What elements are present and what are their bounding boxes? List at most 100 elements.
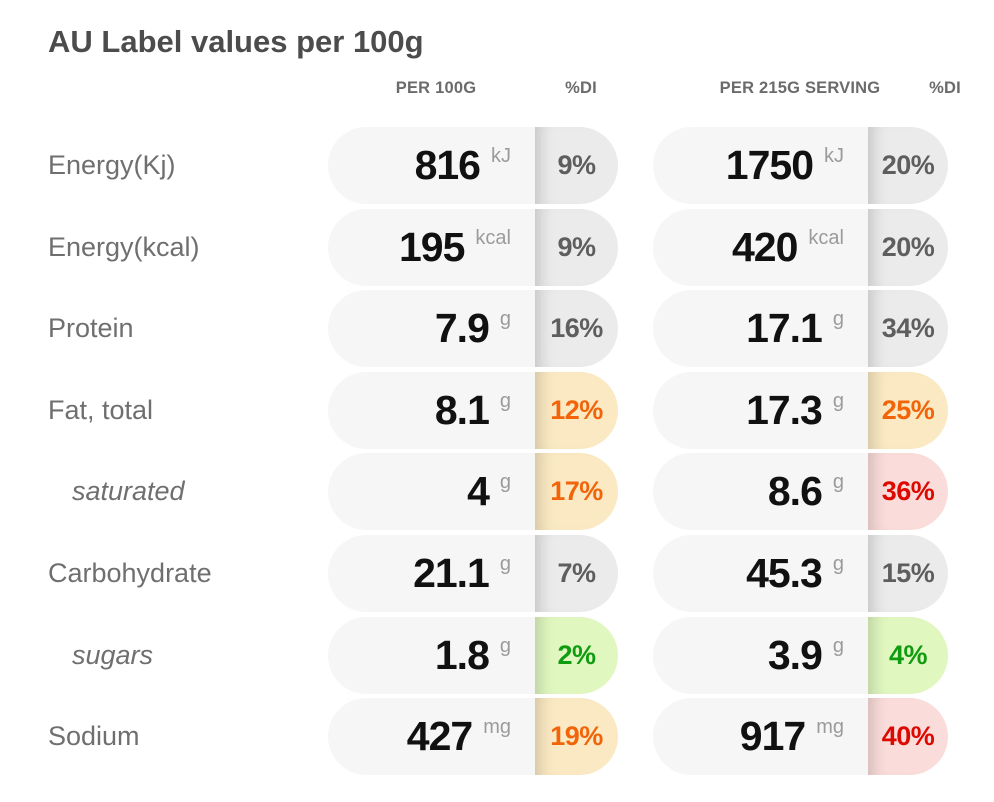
nutrient-value-cell: 917 mg: [653, 698, 868, 776]
nutrient-value-cell: 4 g: [328, 453, 535, 531]
nutrient-value: 21.1: [413, 549, 490, 596]
di-percent-cell: 17%: [535, 453, 618, 531]
di-percent: 2%: [557, 639, 596, 670]
nutrient-value: 17.3: [746, 386, 823, 433]
di-percent-cell: 25%: [868, 371, 948, 449]
nutrient-label: sugars: [72, 639, 154, 670]
nutrient-unit: g: [499, 389, 511, 412]
di-percent: 36%: [881, 476, 935, 507]
nutrient-value-cell: 21.1 g: [328, 534, 535, 612]
nutrient-unit: g: [832, 471, 844, 494]
di-percent: 7%: [557, 557, 596, 588]
di-percent: 17%: [550, 476, 603, 507]
nutrient-value: 427: [406, 713, 473, 760]
di-percent-cell: 19%: [535, 698, 618, 776]
nutrient-label: Carbohydrate: [48, 557, 212, 588]
nutrient-value: 7.9: [434, 305, 490, 352]
nutrient-unit: g: [832, 308, 844, 331]
di-percent-cell: 9%: [535, 208, 618, 286]
di-percent-cell: 36%: [868, 453, 948, 531]
di-percent: 15%: [881, 557, 935, 588]
nutrient-label: saturated: [72, 476, 185, 507]
nutrient-value-cell: 8.6 g: [653, 453, 868, 531]
di-percent-cell: 7%: [535, 534, 618, 612]
table-row: sugars 1.8 g 2% 3.9 g 4%: [0, 616, 948, 694]
column-header-di-per-serving: %DI: [929, 79, 961, 97]
nutrient-value-cell: 195 kcal: [328, 208, 535, 286]
nutrient-value: 917: [739, 713, 806, 760]
di-percent: 9%: [557, 150, 596, 180]
table-row: Sodium 427 mg 19% 917 mg 40%: [0, 698, 948, 776]
nutrient-value: 17.1: [746, 305, 823, 352]
di-percent-cell: 20%: [868, 208, 948, 286]
di-percent: 19%: [550, 721, 603, 752]
table-row: Energy(Kj) 816 kJ 9% 1750 kJ 20%: [0, 127, 948, 204]
table-row: Protein 7.9 g 16% 17.1 g 34%: [0, 290, 948, 368]
value-pill-per-serving: 917 mg 40%: [653, 698, 948, 776]
column-header-per-serving: PER 215G SERVING: [719, 79, 881, 97]
di-percent: 40%: [881, 721, 935, 752]
nutrient-unit: kcal: [475, 226, 511, 249]
nutrient-label: Energy(kcal): [48, 231, 200, 262]
nutrient-unit: mg: [483, 716, 511, 739]
nutrition-rows: Energy(Kj) 816 kJ 9% 1750 kJ 20%: [0, 127, 948, 776]
value-pill-per-100g: 21.1 g 7%: [328, 534, 618, 612]
nutrient-value: 1750: [725, 142, 814, 188]
nutrient-value: 4: [467, 468, 490, 515]
di-percent-cell: 12%: [535, 371, 618, 449]
di-percent: 25%: [881, 394, 935, 425]
value-pill-per-100g: 427 mg 19%: [328, 698, 618, 776]
nutrient-unit: kJ: [491, 145, 511, 167]
nutrient-value: 8.6: [767, 468, 823, 515]
di-percent-cell: 2%: [535, 616, 618, 694]
table-row: Carbohydrate 21.1 g 7% 45.3 g 15%: [0, 534, 948, 612]
nutrient-unit: g: [832, 552, 844, 575]
column-header-per-100g: PER 100G: [395, 79, 477, 97]
nutrient-unit: g: [499, 552, 511, 575]
di-percent-cell: 16%: [535, 290, 618, 368]
nutrient-unit: g: [499, 634, 511, 657]
nutrient-value: 420: [732, 223, 798, 270]
nutrient-value: 8.1: [434, 386, 490, 433]
nutrient-value-cell: 816 kJ: [328, 127, 535, 204]
value-pill-per-serving: 45.3 g 15%: [653, 534, 948, 612]
table-row: saturated 4 g 17% 8.6 g 36%: [0, 453, 948, 531]
nutrient-value-cell: 427 mg: [328, 698, 535, 776]
nutrient-unit: g: [832, 634, 844, 657]
value-pill-per-serving: 8.6 g 36%: [653, 453, 948, 531]
nutrient-value-cell: 7.9 g: [328, 290, 535, 368]
value-pill-per-serving: 1750 kJ 20%: [653, 127, 948, 204]
di-percent: 16%: [550, 313, 603, 344]
value-pill-per-serving: 420 kcal 20%: [653, 208, 948, 286]
nutrient-unit: kJ: [824, 145, 844, 167]
nutrient-unit: g: [499, 308, 511, 331]
di-percent: 20%: [881, 150, 935, 180]
nutrient-label: Protein: [48, 313, 134, 344]
di-percent-cell: 9%: [535, 127, 618, 204]
value-pill-per-100g: 8.1 g 12%: [328, 371, 618, 449]
di-percent: 34%: [881, 313, 935, 344]
value-pill-per-100g: 7.9 g 16%: [328, 290, 618, 368]
column-header-di-per-100g: %DI: [565, 79, 597, 97]
value-pill-per-100g: 195 kcal 9%: [328, 208, 618, 286]
di-percent-cell: 40%: [868, 698, 948, 776]
nutrient-label: Energy(Kj): [48, 150, 176, 180]
nutrient-value: 3.9: [767, 631, 823, 678]
nutrient-value-cell: 1750 kJ: [653, 127, 868, 204]
nutrient-value-cell: 17.1 g: [653, 290, 868, 368]
table-row: Fat, total 8.1 g 12% 17.3 g 25%: [0, 371, 948, 449]
value-pill-per-serving: 17.1 g 34%: [653, 290, 948, 368]
nutrient-value-cell: 17.3 g: [653, 371, 868, 449]
table-row: Energy(kcal) 195 kcal 9% 420 kcal 20%: [0, 208, 948, 286]
di-percent-cell: 20%: [868, 127, 948, 204]
nutrient-label: Fat, total: [48, 394, 154, 425]
nutrient-value-cell: 1.8 g: [328, 616, 535, 694]
di-percent-cell: 15%: [868, 534, 948, 612]
di-percent: 12%: [550, 394, 603, 425]
nutrient-unit: g: [499, 471, 511, 494]
nutrient-value-cell: 3.9 g: [653, 616, 868, 694]
nutrient-label: Sodium: [48, 721, 140, 752]
di-percent: 9%: [557, 231, 596, 262]
nutrient-value-cell: 8.1 g: [328, 371, 535, 449]
